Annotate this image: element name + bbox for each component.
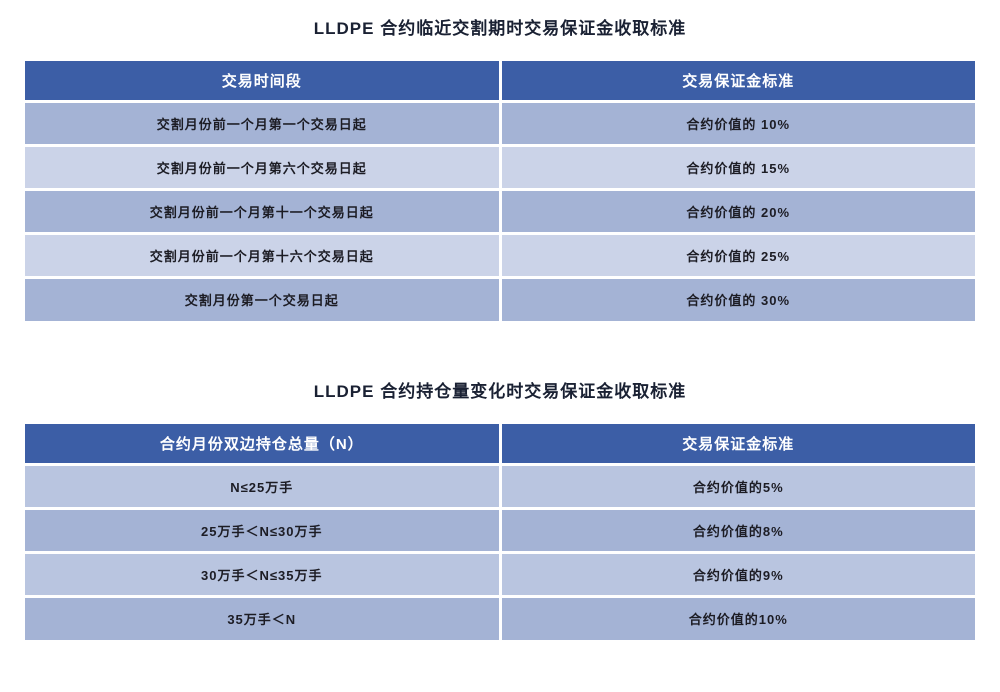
table-row: 25万手＜N≤30万手 合约价值的8% <box>25 506 975 552</box>
table-row: 30万手＜N≤35万手 合约价值的9% <box>25 550 975 596</box>
table-title-open-interest-margin: LLDPE 合约持仓量变化时交易保证金收取标准 <box>313 382 687 401</box>
row-label-cell: 30万手＜N≤35万手 <box>25 550 502 596</box>
table-header-row: 合约月份双边持仓总量（N） 交易保证金标准 <box>25 424 975 464</box>
row-label-cell: 25万手＜N≤30万手 <box>25 506 502 552</box>
row-value-cell: 合约价值的 30% <box>500 275 975 321</box>
row-value-cell: 合约价值的 20% <box>500 187 975 233</box>
table-header-row: 交易时间段 交易保证金标准 <box>25 61 975 101</box>
table-section-open-interest-margin: LLDPE 合约持仓量变化时交易保证金收取标准 合约月份双边持仓总量（N） 交易… <box>25 377 975 640</box>
row-value-cell: 合约价值的 25% <box>500 231 975 277</box>
column-header-open-interest-total: 合约月份双边持仓总量（N） <box>25 424 502 464</box>
row-label-cell: 交割月份前一个月第六个交易日起 <box>25 143 502 189</box>
row-value-cell: 合约价值的5% <box>500 462 975 508</box>
table-section-delivery-margin: LLDPE 合约临近交割期时交易保证金收取标准 交易时间段 交易保证金标准 交割… <box>25 14 975 321</box>
row-label-cell: 交割月份第一个交易日起 <box>25 275 502 321</box>
table-row: N≤25万手 合约价值的5% <box>25 462 975 508</box>
table-title-delivery-margin: LLDPE 合约临近交割期时交易保证金收取标准 <box>313 19 687 38</box>
row-label-cell: 35万手＜N <box>25 594 502 640</box>
table-row: 交割月份第一个交易日起 合约价值的 30% <box>25 275 975 321</box>
column-header-margin-standard: 交易保证金标准 <box>500 424 975 464</box>
table-row: 交割月份前一个月第十一个交易日起 合约价值的 20% <box>25 187 975 233</box>
open-interest-margin-table: 合约月份双边持仓总量（N） 交易保证金标准 N≤25万手 合约价值的5% 25万手＜… <box>25 424 975 640</box>
table-body: 交割月份前一个月第一个交易日起 合约价值的 10% 交割月份前一个月第六个交易日起合… <box>25 99 975 321</box>
column-header-margin-standard: 交易保证金标准 <box>500 61 975 101</box>
row-value-cell: 合约价值的9% <box>500 550 975 596</box>
row-value-cell: 合约价值的 10% <box>500 99 975 145</box>
table-row: 交割月份前一个月第六个交易日起 合约价值的 15% <box>25 143 975 189</box>
table-body: N≤25万手 合约价值的5% 25万手＜N≤30万手 合约价值的8% 30万手＜N≤35… <box>25 462 975 640</box>
table-row: 交割月份前一个月第十六个交易日起 合约价值的 25% <box>25 231 975 277</box>
row-value-cell: 合约价值的8% <box>500 506 975 552</box>
table-row: 交割月份前一个月第一个交易日起 合约价值的 10% <box>25 99 975 145</box>
column-header-time-period: 交易时间段 <box>25 61 502 101</box>
row-label-cell: 交割月份前一个月第十六个交易日起 <box>25 231 502 277</box>
delivery-margin-table: 交易时间段 交易保证金标准 交割月份前一个月第一个交易日起 合约价值的 10% 交割… <box>25 61 975 321</box>
row-label-cell: 交割月份前一个月第一个交易日起 <box>25 99 502 145</box>
row-label-cell: N≤25万手 <box>25 462 502 508</box>
row-value-cell: 合约价值的 15% <box>500 143 975 189</box>
row-value-cell: 合约价值的10% <box>500 594 975 640</box>
row-label-cell: 交割月份前一个月第十一个交易日起 <box>25 187 502 233</box>
table-row: 35万手＜N 合约价值的10% <box>25 594 975 640</box>
